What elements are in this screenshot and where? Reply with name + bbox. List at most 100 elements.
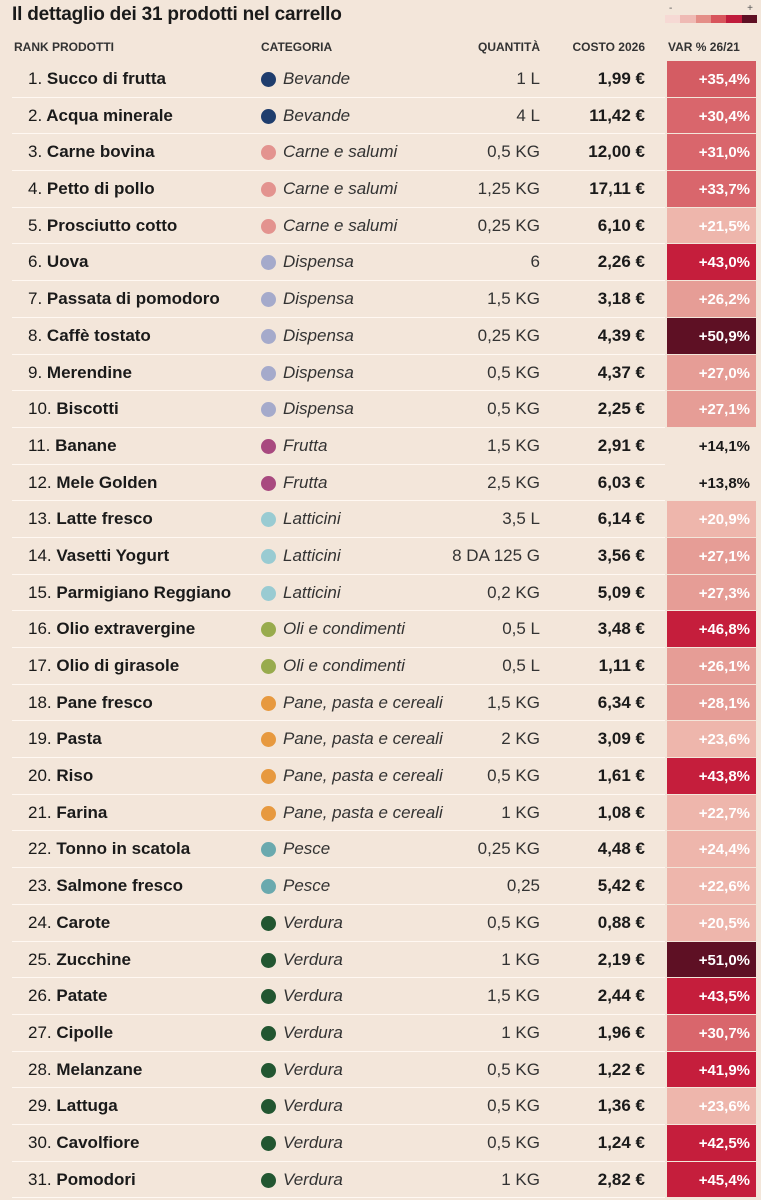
product-name: Pasta — [56, 729, 102, 749]
table-row: 8. Caffè tostato Dispensa 0,25 KG 4,39 € +50… — [0, 317, 761, 355]
category-dot-icon — [261, 438, 276, 454]
table-row: 27. Cipolle Verdura 1 KG 1,96 € +30,7% — [0, 1014, 761, 1052]
table-row: 11. Banane Frutta 1,5 KG 2,91 € +14,1% — [0, 428, 761, 465]
table-row: 13. Latte fresco Latticini 3,5 L 6,14 € +20,… — [0, 501, 761, 538]
product-name: Melanzane — [56, 1059, 143, 1079]
category-dot-icon — [261, 145, 276, 161]
product-name-cell: 10. Biscotti — [28, 399, 119, 419]
category-dot-icon — [261, 548, 276, 564]
product-var: +43,5% — [667, 978, 756, 1015]
product-var: +31,0% — [667, 134, 756, 172]
product-quantity: 1,25 KG — [477, 179, 540, 199]
table-row: 1. Succo di frutta Bevande 1 L 1,99 € +35,4% — [0, 61, 761, 98]
product-name: Petto di pollo — [46, 179, 155, 199]
product-name-cell: 7. Passata di pomodoro — [28, 289, 220, 309]
product-name-cell: 11. Banane — [28, 436, 117, 456]
product-name: Mele Golden — [56, 472, 158, 492]
product-category: Verdura — [283, 912, 343, 932]
product-var: +24,4% — [667, 831, 756, 869]
legend-swatch — [710, 15, 727, 23]
product-quantity: 0,2 KG — [487, 582, 540, 602]
category-dot-icon — [261, 769, 276, 785]
product-quantity: 1 L — [516, 69, 540, 88]
category-dot-icon — [261, 402, 276, 418]
table-row: 30. Cavolfiore Verdura 0,5 KG 1,24 € +42,5% — [0, 1124, 761, 1162]
product-name: Carote — [56, 912, 111, 932]
product-name-cell: 6. Uova — [28, 252, 89, 272]
category-dot-icon — [261, 879, 276, 895]
product-name-cell: 22. Tonno in scatola — [28, 839, 190, 859]
product-cost: 4,39 € — [597, 325, 645, 345]
product-cost: 4,37 € — [597, 362, 645, 382]
product-cost: 11,42 € — [589, 105, 645, 125]
product-var: +43,0% — [667, 244, 756, 282]
table-row: 3. Carne bovina Carne e salumi 0,5 KG 12,00… — [0, 134, 761, 172]
product-category: Dispensa — [283, 325, 354, 345]
product-name-cell: 30. Cavolfiore — [28, 1133, 140, 1153]
product-quantity: 2,5 KG — [487, 472, 540, 492]
product-var: +43,8% — [667, 758, 756, 795]
product-rank: 1. — [28, 69, 43, 88]
table-row: 24. Carote Verdura 0,5 KG 0,88 € +20,5% — [0, 904, 761, 942]
product-name: Latte fresco — [56, 509, 153, 529]
table-row: 22. Tonno in scatola Pesce 0,25 KG 4,48 € +2… — [0, 831, 761, 869]
product-name: Pane fresco — [56, 692, 153, 712]
table-row: 23. Salmone fresco Pesce 0,25 5,42 € +22,6% — [0, 868, 761, 905]
product-name: Pomodori — [56, 1169, 136, 1189]
product-rank: 29. — [28, 1096, 52, 1116]
product-var: +14,1% — [667, 428, 756, 465]
product-var: +41,9% — [667, 1051, 756, 1089]
category-dot-icon — [261, 585, 276, 601]
product-cost: 2,91 € — [597, 435, 645, 455]
product-quantity: 1,5 KG — [487, 986, 540, 1006]
product-category: Pane, pasta e cereali — [283, 729, 443, 749]
product-var: +50,9% — [667, 317, 756, 355]
table-row: 31. Pomodori Verdura 1 KG 2,82 € +45,4% — [0, 1161, 761, 1199]
product-name: Salmone fresco — [56, 876, 183, 896]
product-var: +30,7% — [667, 1014, 756, 1052]
legend-swatch — [695, 15, 711, 23]
product-rank: 16. — [28, 619, 52, 639]
table-row: 9. Merendine Dispensa 0,5 KG 4,37 € +27,0% — [0, 354, 761, 392]
product-rank: 6. — [28, 252, 43, 272]
product-category: Latticini — [283, 509, 341, 529]
category-dot-icon — [261, 328, 276, 344]
legend-swatch — [726, 15, 742, 23]
product-name: Riso — [56, 766, 94, 786]
product-quantity: 1 KG — [501, 1022, 540, 1042]
product-cost: 0,88 € — [597, 912, 645, 932]
product-cost: 2,44 € — [597, 986, 645, 1006]
product-quantity: 4 L — [516, 105, 540, 125]
product-rank: 3. — [28, 142, 43, 162]
product-category: Frutta — [283, 435, 328, 455]
product-var: +26,2% — [667, 281, 756, 318]
product-rank: 5. — [28, 215, 43, 235]
product-name-cell: 17. Olio di girasole — [28, 656, 179, 676]
product-var: +22,6% — [667, 868, 756, 905]
product-var: +20,5% — [667, 904, 756, 942]
product-var: +35,4% — [667, 61, 756, 98]
table-row: 26. Patate Verdura 1,5 KG 2,44 € +43,5% — [0, 978, 761, 1015]
product-category: Pesce — [283, 839, 331, 859]
table-row: 19. Pasta Pane, pasta e cereali 2 KG 3,09 €… — [0, 721, 761, 759]
product-name: Uova — [46, 252, 89, 272]
table-row: 6. Uova Dispensa 6 2,26 € +43,0% — [0, 244, 761, 282]
product-name-cell: 31. Pomodori — [28, 1170, 136, 1190]
product-rank: 7. — [28, 289, 43, 309]
product-name: Tonno in scatola — [56, 839, 191, 859]
product-quantity: 6 — [530, 252, 540, 272]
category-dot-icon — [261, 182, 276, 198]
product-var: +23,6% — [667, 1088, 756, 1125]
category-dot-icon — [261, 1135, 276, 1151]
product-cost: 2,26 € — [597, 252, 645, 272]
category-dot-icon — [261, 732, 276, 748]
product-cost: 2,25 € — [597, 399, 645, 419]
table-row: 18. Pane fresco Pane, pasta e cereali 1,5 … — [0, 684, 761, 722]
product-category: Verdura — [283, 1022, 343, 1042]
product-rank: 17. — [28, 656, 52, 675]
product-rank: 24. — [28, 912, 52, 932]
product-cost: 3,56 € — [597, 545, 645, 565]
product-var: +13,8% — [667, 465, 756, 502]
product-quantity: 2 KG — [501, 729, 540, 749]
legend-swatch — [741, 15, 757, 23]
